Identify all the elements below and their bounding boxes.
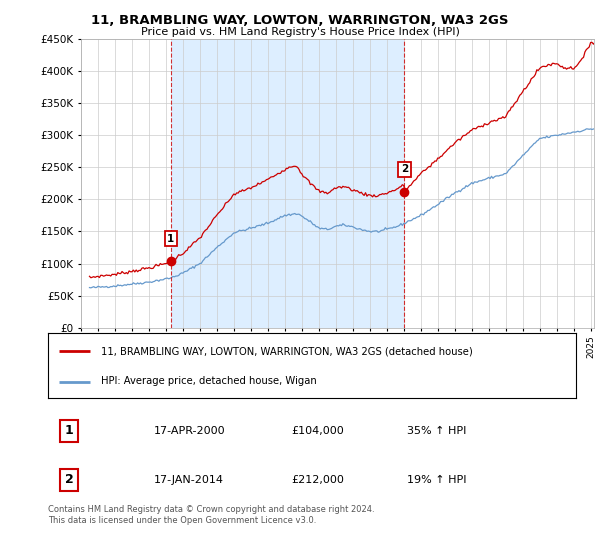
Text: 19% ↑ HPI: 19% ↑ HPI: [407, 475, 467, 484]
Bar: [171, 39, 404, 328]
Text: £212,000: £212,000: [291, 475, 344, 484]
Text: 1: 1: [65, 424, 73, 437]
Text: 2: 2: [401, 164, 408, 174]
Text: £104,000: £104,000: [291, 426, 344, 436]
Text: Price paid vs. HM Land Registry's House Price Index (HPI): Price paid vs. HM Land Registry's House …: [140, 27, 460, 37]
Text: HPI: Average price, detached house, Wigan: HPI: Average price, detached house, Wiga…: [101, 376, 317, 386]
Text: 2: 2: [65, 473, 73, 486]
Text: Contains HM Land Registry data © Crown copyright and database right 2024.
This d: Contains HM Land Registry data © Crown c…: [48, 505, 374, 525]
Text: 17-APR-2000: 17-APR-2000: [154, 426, 225, 436]
Text: 11, BRAMBLING WAY, LOWTON, WARRINGTON, WA3 2GS (detached house): 11, BRAMBLING WAY, LOWTON, WARRINGTON, W…: [101, 346, 473, 356]
Text: 35% ↑ HPI: 35% ↑ HPI: [407, 426, 466, 436]
Text: 17-JAN-2014: 17-JAN-2014: [154, 475, 224, 484]
Text: 11, BRAMBLING WAY, LOWTON, WARRINGTON, WA3 2GS: 11, BRAMBLING WAY, LOWTON, WARRINGTON, W…: [91, 14, 509, 27]
Text: 1: 1: [167, 234, 175, 244]
